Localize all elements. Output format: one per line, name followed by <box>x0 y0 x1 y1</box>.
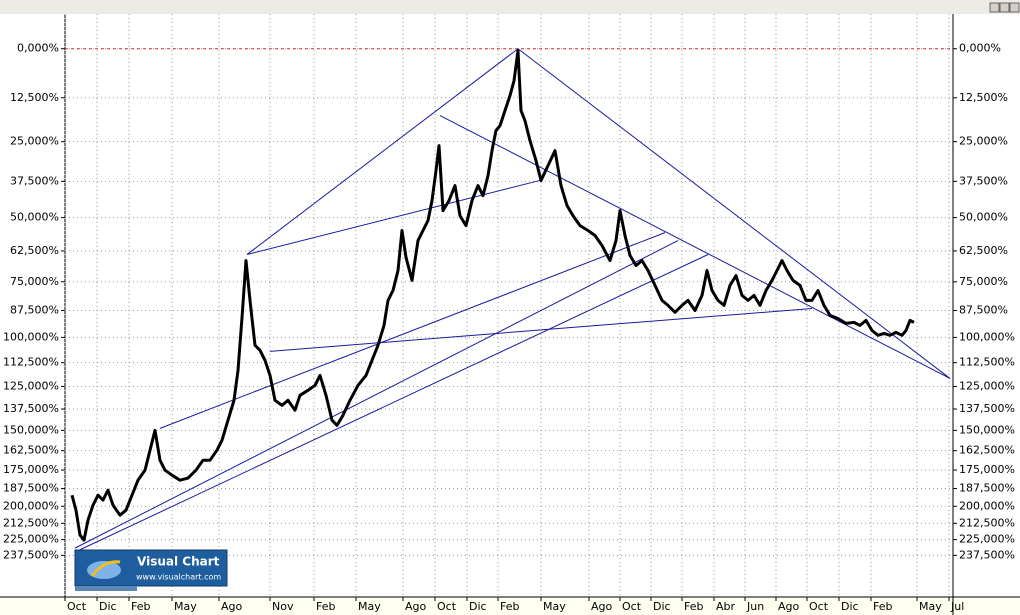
y-tick-label: 75,000% <box>10 275 59 288</box>
y-tick-label-right: 125,000% <box>959 379 1015 392</box>
title-bar <box>0 0 1020 14</box>
y-tick-label: 137,500% <box>3 402 59 415</box>
price-line <box>70 49 915 542</box>
y-tick-label: 162,500% <box>3 444 59 457</box>
y-tick-label: 62,500% <box>10 244 59 257</box>
y-tick-label: 25,000% <box>10 135 59 148</box>
y-tick-label-right: 50,000% <box>959 211 1008 224</box>
y-tick-label-right: 237,500% <box>959 548 1015 561</box>
trendline <box>74 240 679 549</box>
x-tick-label: Nov <box>272 600 294 613</box>
y-tick-label: 200,000% <box>3 499 59 512</box>
trendline <box>246 179 541 255</box>
x-tick-label: Oct <box>67 600 87 613</box>
y-tick-label-right: 100,000% <box>959 330 1015 343</box>
x-tick-label: Dic <box>841 600 859 613</box>
x-tick-label: Dic <box>653 600 671 613</box>
x-tick-label: Ago <box>405 600 427 613</box>
x-tick-label: Dic <box>99 600 117 613</box>
y-tick-label: 37,500% <box>10 174 59 187</box>
x-tick-label: Oct <box>437 600 457 613</box>
x-tick-label: Ago <box>591 600 613 613</box>
x-axis-strip <box>0 597 1020 615</box>
minimize-button[interactable] <box>989 2 1000 13</box>
x-tick-label: May <box>543 600 566 613</box>
x-tick-label: Feb <box>316 600 335 613</box>
y-tick-label: 150,000% <box>3 423 59 436</box>
y-tick-label-right: 200,000% <box>959 499 1015 512</box>
y-tick-label-right: 212,500% <box>959 516 1015 529</box>
x-tick-label: May <box>358 600 381 613</box>
y-tick-label-right: 162,500% <box>959 444 1015 457</box>
maximize-button[interactable] <box>999 2 1010 13</box>
y-tick-label: 0,000% <box>17 42 59 55</box>
y-tick-label: 125,000% <box>3 379 59 392</box>
x-tick-label: Feb <box>131 600 150 613</box>
x-tick-label: Oct <box>622 600 642 613</box>
trendline <box>439 115 951 379</box>
y-tick-label: 50,000% <box>10 211 59 224</box>
y-tick-label-right: 25,000% <box>959 135 1008 148</box>
y-tick-label-right: 187,500% <box>959 482 1015 495</box>
window-buttons <box>989 2 1020 13</box>
y-tick-label-right: 137,500% <box>959 402 1015 415</box>
trendline <box>74 254 709 553</box>
close-button[interactable] <box>1009 2 1020 13</box>
trendline <box>269 308 813 352</box>
x-tick-label: Jun <box>746 600 764 613</box>
y-tick-label: 175,000% <box>3 463 59 476</box>
y-tick-label: 12,500% <box>10 91 59 104</box>
y-tick-label-right: 12,500% <box>959 91 1008 104</box>
x-tick-label: Ago <box>778 600 800 613</box>
trendline <box>517 48 951 379</box>
y-tick-label-right: 112,500% <box>959 356 1015 369</box>
trendline <box>246 48 519 255</box>
logo-title: Visual Chart <box>137 555 220 569</box>
y-tick-label-right: 87,500% <box>959 304 1008 317</box>
y-tick-label-right: 37,500% <box>959 174 1008 187</box>
x-tick-label: Feb <box>873 600 892 613</box>
y-tick-label: 187,500% <box>3 482 59 495</box>
y-tick-label-right: 75,000% <box>959 275 1008 288</box>
y-tick-label-right: 62,500% <box>959 244 1008 257</box>
x-tick-label: Feb <box>684 600 703 613</box>
x-tick-label: Jul <box>950 600 964 613</box>
x-tick-label: Feb <box>500 600 519 613</box>
x-tick-label: May <box>919 600 942 613</box>
logo-url: www.visualchart.com <box>136 573 221 582</box>
y-tick-label-right: 0,000% <box>959 42 1001 55</box>
logo-swoosh <box>90 560 121 577</box>
x-tick-label: May <box>174 600 197 613</box>
y-tick-label: 112,500% <box>3 356 59 369</box>
y-tick-label: 237,500% <box>3 548 59 561</box>
y-tick-label-right: 225,000% <box>959 533 1015 546</box>
logo-icon <box>87 561 121 579</box>
trendline <box>159 232 666 429</box>
x-tick-label: Ago <box>221 600 243 613</box>
x-tick-label: Oct <box>809 600 829 613</box>
y-tick-label: 100,000% <box>3 330 59 343</box>
logo-tab <box>75 586 137 591</box>
logo: Visual Chart www.visualchart.com <box>74 549 228 591</box>
x-tick-label: Abr <box>716 600 736 613</box>
y-tick-label-right: 150,000% <box>959 423 1015 436</box>
x-tick-label: Dic <box>469 600 487 613</box>
y-tick-label-right: 175,000% <box>959 463 1015 476</box>
y-tick-label: 87,500% <box>10 304 59 317</box>
y-tick-label: 225,000% <box>3 533 59 546</box>
y-tick-label: 212,500% <box>3 516 59 529</box>
